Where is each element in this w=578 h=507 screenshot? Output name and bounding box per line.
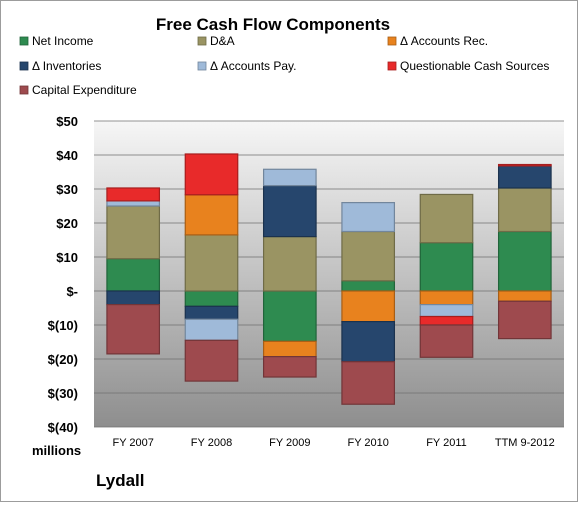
bar-segment: [262, 356, 317, 378]
bar-segment: [184, 153, 239, 196]
bar-segment: [341, 290, 396, 323]
bar-segment: [262, 340, 317, 358]
y-tick-label: $-: [66, 284, 78, 299]
x-tick-label: FY 2011: [426, 437, 467, 449]
bar-segment: [341, 280, 396, 292]
legend-swatch: [387, 36, 397, 46]
legend-swatch: [19, 61, 29, 71]
legend: Net Income D&A Δ Accounts Rec. Δ Inventorie…: [19, 34, 549, 97]
bar-segment: [184, 194, 239, 236]
bar-segment: [419, 315, 474, 326]
bar-segment: [184, 234, 239, 292]
legend-swatch: [387, 61, 397, 71]
x-tick-label: FY 2007: [112, 437, 153, 449]
legend-label: Capital Expenditure: [32, 83, 137, 97]
bar-segment: [341, 321, 396, 363]
bar-segment: [262, 290, 317, 342]
y-tick-label: $(30): [48, 386, 78, 401]
bar-segment: [341, 230, 396, 282]
legend-label: Δ Accounts Rec.: [400, 34, 488, 48]
y-tick-label: $(10): [48, 318, 78, 333]
legend-swatch: [197, 36, 207, 46]
bar-segment: [341, 361, 396, 405]
y-axis: $50 $40 $30 $20 $10 $- $(10) $(20) $(30) $(40): [48, 114, 78, 435]
x-tick-label: TTM 9-2012: [495, 437, 555, 449]
bar-segment: [184, 318, 239, 341]
y-tick-label: $40: [56, 148, 78, 163]
bars: [106, 153, 552, 405]
bar-segment: [184, 290, 239, 307]
y-axis-unit-label: millions: [32, 443, 81, 458]
y-tick-label: $(20): [48, 352, 78, 367]
bar-segment: [497, 163, 552, 167]
bar-segment: [262, 168, 317, 187]
bar-segment: [497, 165, 552, 189]
legend-label: Δ Inventories: [32, 59, 101, 73]
y-tick-label: $20: [56, 216, 78, 231]
bar-segment: [184, 339, 239, 382]
x-tick-label: FY 2010: [347, 437, 388, 449]
bar-segment: [419, 304, 474, 318]
bar-segment: [262, 185, 317, 238]
bar-segment: [106, 187, 161, 202]
x-tick-label: FY 2008: [191, 437, 232, 449]
bar-segment: [419, 242, 474, 292]
legend-swatch: [19, 85, 29, 95]
legend-label: Questionable Cash Sources: [400, 59, 549, 73]
x-tick-label: FY 2009: [269, 437, 310, 449]
bar-segment: [497, 187, 552, 233]
bar-segment: [106, 258, 161, 292]
bar-segment: [106, 290, 161, 306]
bar-segment: [106, 200, 161, 207]
legend-swatch: [19, 36, 29, 46]
bar-segment: [341, 202, 396, 233]
bar-segment: [106, 205, 161, 260]
bar-segment: [184, 305, 239, 320]
legend-label: Net Income: [32, 34, 94, 48]
bar-segment: [419, 193, 474, 244]
legend-swatch: [197, 61, 207, 71]
bar-segment: [262, 236, 317, 292]
grid: [94, 120, 564, 428]
company-name: Lydall: [96, 471, 145, 490]
legend-label: D&A: [210, 34, 235, 48]
chart-title: Free Cash Flow Components: [156, 15, 390, 34]
legend-label: Δ Accounts Pay.: [210, 59, 297, 73]
y-tick-label: $10: [56, 250, 78, 265]
plot-area: [94, 121, 564, 427]
y-tick-label: $30: [56, 182, 78, 197]
y-tick-label: $50: [56, 114, 78, 129]
y-tick-label: $(40): [48, 420, 78, 435]
bar-segment: [419, 290, 474, 306]
bar-segment: [497, 300, 552, 340]
bar-segment: [497, 290, 552, 302]
bar-segment: [419, 324, 474, 358]
bar-segment: [106, 304, 161, 355]
bar-segment: [497, 230, 552, 292]
x-axis: FY 2007 FY 2008 FY 2009 FY 2010 FY 2011 TTM 9…: [112, 437, 554, 449]
